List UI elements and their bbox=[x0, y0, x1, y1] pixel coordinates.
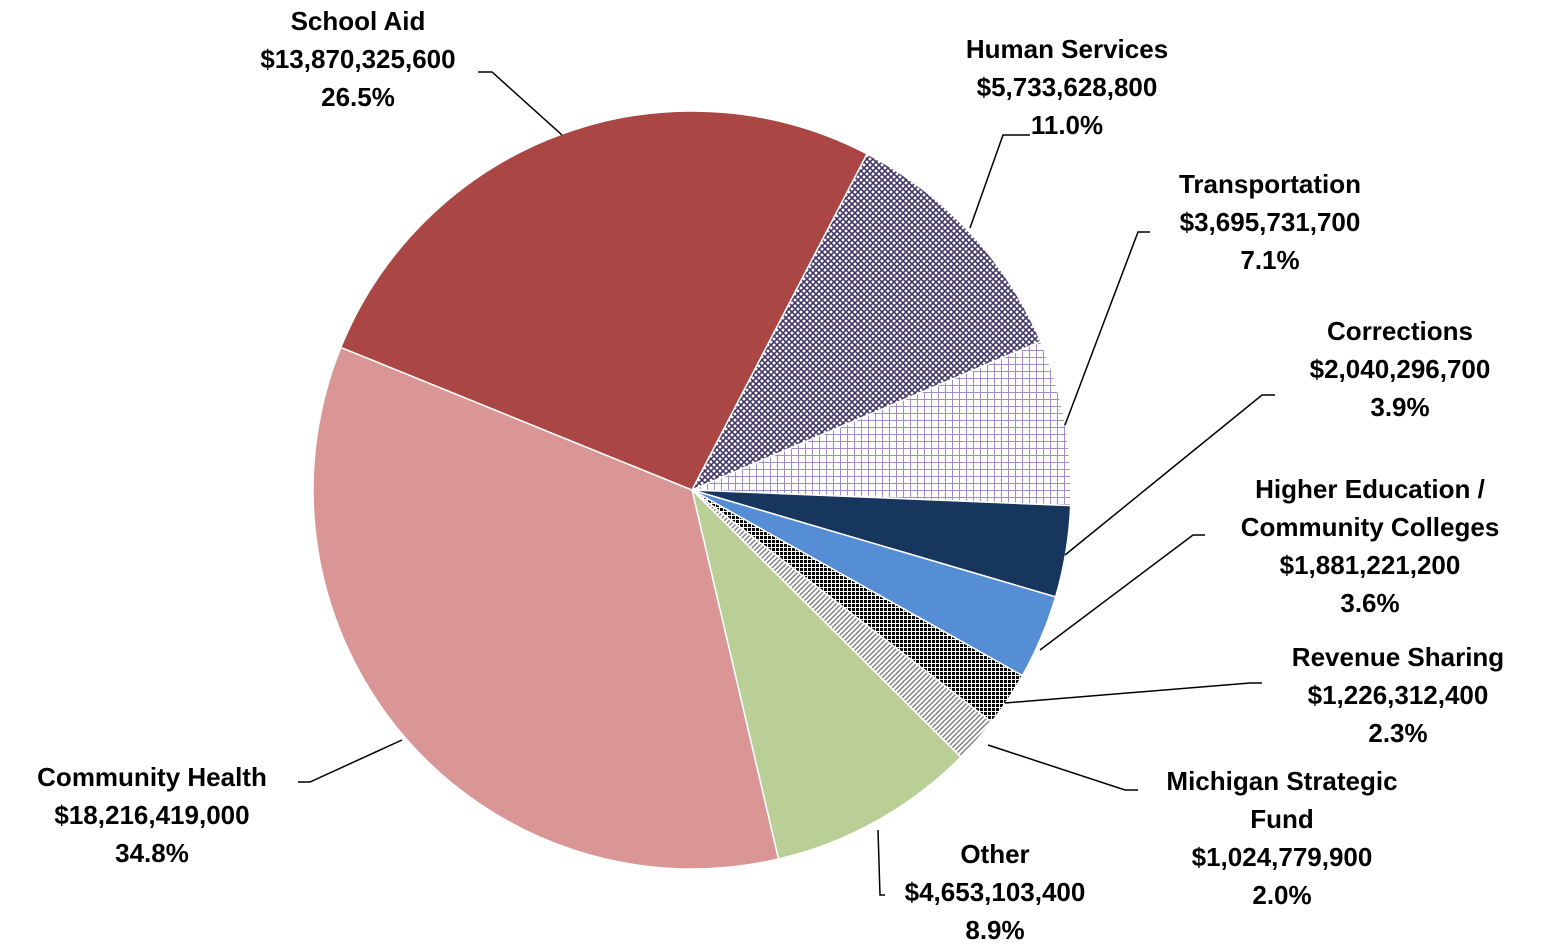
leader-line bbox=[298, 739, 403, 783]
leader-line bbox=[1004, 682, 1262, 704]
category-label: Michigan Strategic Fund bbox=[1166, 766, 1398, 834]
pie-slice bbox=[690, 152, 1042, 492]
pie-slice bbox=[312, 346, 780, 870]
leader-line bbox=[969, 134, 1030, 229]
category-label: Other bbox=[960, 839, 1030, 869]
leader-line bbox=[1064, 394, 1275, 556]
value-label: $3,695,731,700 bbox=[1179, 207, 1361, 237]
slice-label: Community Health $18,216,419,000 34.8% bbox=[0, 758, 312, 872]
category-label: Transportation bbox=[1178, 169, 1361, 199]
percent-label: 7.1% bbox=[1240, 245, 1300, 275]
slice-label: Other $4,653,103,400 8.9% bbox=[865, 835, 1125, 949]
value-label: $1,024,779,900 bbox=[1191, 842, 1373, 872]
percent-label: 34.8% bbox=[115, 838, 189, 868]
category-label: Human Services bbox=[965, 34, 1169, 64]
percent-label: 3.9% bbox=[1370, 392, 1430, 422]
category-label: Corrections bbox=[1327, 316, 1473, 346]
percent-label: 3.6% bbox=[1340, 588, 1400, 618]
leader-line bbox=[478, 71, 563, 136]
category-label: Community Health bbox=[37, 762, 267, 792]
slice-label: Revenue Sharing $1,226,312,400 2.3% bbox=[1248, 638, 1544, 752]
slice-label: Transportation $3,695,731,700 7.1% bbox=[1120, 165, 1420, 279]
value-label: $2,040,296,700 bbox=[1309, 354, 1491, 384]
category-label: Revenue Sharing bbox=[1291, 642, 1505, 672]
percent-label: 2.3% bbox=[1368, 718, 1428, 748]
value-label: $1,881,221,200 bbox=[1279, 550, 1461, 580]
leader-line bbox=[1039, 534, 1205, 651]
value-label: $1,226,312,400 bbox=[1307, 680, 1489, 710]
slice-label: Michigan Strategic Fund $1,024,779,900 2.0… bbox=[1132, 762, 1432, 914]
value-label: $4,653,103,400 bbox=[904, 877, 1086, 907]
percent-label: 26.5% bbox=[321, 82, 395, 112]
slice-label: Human Services $5,733,628,800 11.0% bbox=[917, 30, 1217, 144]
slice-label: Higher Education / Community Colleges $1,… bbox=[1200, 470, 1540, 622]
value-label: $13,870,325,600 bbox=[260, 44, 456, 74]
percent-label: 2.0% bbox=[1252, 880, 1312, 910]
percent-label: 11.0% bbox=[1030, 110, 1104, 140]
category-label: Higher Education / Community Colleges bbox=[1240, 474, 1500, 542]
leader-line bbox=[877, 829, 885, 896]
leader-line bbox=[987, 744, 1138, 791]
pie-slice bbox=[691, 340, 1072, 507]
slice-label: School Aid $13,870,325,600 26.5% bbox=[208, 2, 508, 116]
value-label: $5,733,628,800 bbox=[976, 72, 1158, 102]
value-label: $18,216,419,000 bbox=[54, 800, 250, 830]
percent-label: 8.9% bbox=[965, 915, 1025, 945]
leader-line bbox=[1064, 231, 1150, 426]
slice-label: Corrections $2,040,296,700 3.9% bbox=[1250, 312, 1544, 426]
pie-slice bbox=[690, 487, 962, 860]
category-label: School Aid bbox=[290, 6, 426, 36]
